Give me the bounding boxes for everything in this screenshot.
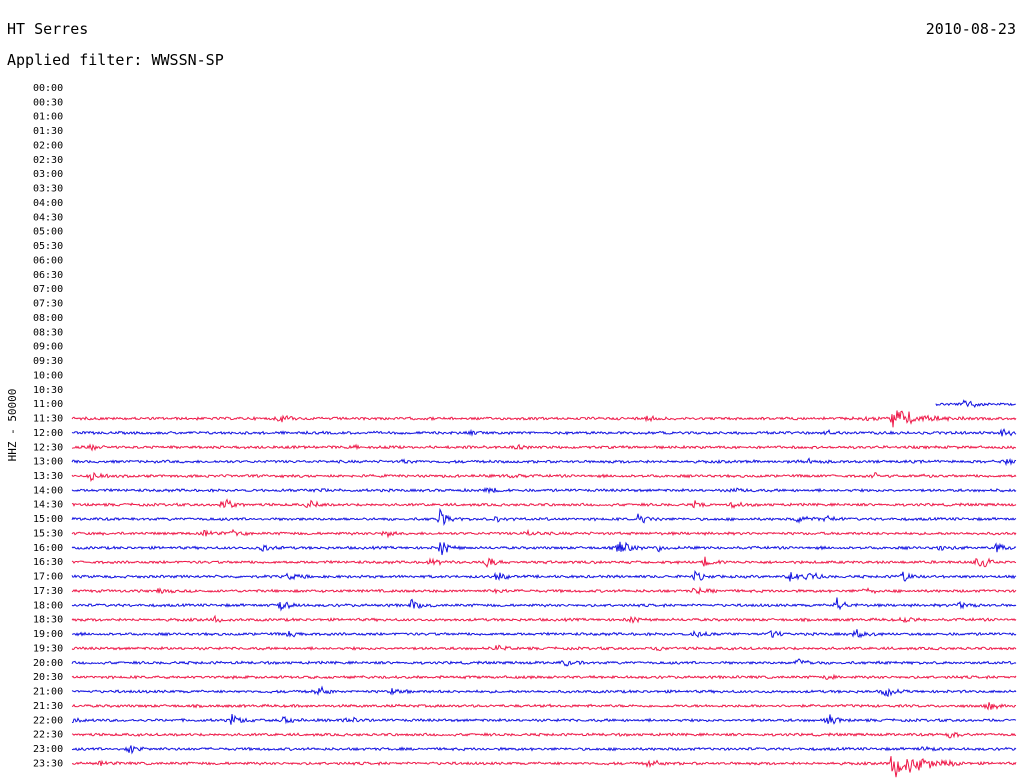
- trace-1400: [71, 486, 1017, 495]
- trace-2130: [71, 702, 1017, 711]
- trace-1530: [71, 528, 1017, 539]
- record-date: 2010-08-23: [925, 20, 1016, 38]
- trace-1930: [71, 644, 1017, 652]
- row-label-2130: 21:30: [33, 701, 63, 712]
- trace-1630: [71, 556, 1017, 569]
- row-label-1530: 15:30: [33, 528, 63, 539]
- trace-1500: [71, 507, 1017, 527]
- row-label-0530: 05:30: [33, 241, 63, 252]
- row-label-2100: 21:00: [33, 687, 63, 698]
- row-label-0700: 07:00: [33, 284, 63, 295]
- row-label-1930: 19:30: [33, 643, 63, 654]
- trace-1430: [71, 498, 1017, 509]
- row-label-2030: 20:30: [33, 672, 63, 683]
- row-label-1030: 10:30: [33, 385, 63, 396]
- row-label-0630: 06:30: [33, 270, 63, 281]
- trace-1200: [71, 428, 1017, 437]
- trace-1330: [71, 471, 1017, 483]
- row-label-0200: 02:00: [33, 140, 63, 151]
- row-label-0500: 05:00: [33, 227, 63, 238]
- row-label-0330: 03:30: [33, 184, 63, 195]
- trace-2000: [71, 658, 1017, 667]
- row-label-1430: 14:30: [33, 500, 63, 511]
- row-label-1500: 15:00: [33, 514, 63, 525]
- row-label-2000: 20:00: [33, 658, 63, 669]
- row-label-0930: 09:30: [33, 356, 63, 367]
- row-label-1130: 11:30: [33, 414, 63, 425]
- row-label-1830: 18:30: [33, 615, 63, 626]
- row-label-0830: 08:30: [33, 327, 63, 338]
- channel-label: HHZ - 50000: [6, 389, 19, 462]
- row-label-1330: 13:30: [33, 471, 63, 482]
- row-label-1000: 10:00: [33, 370, 63, 381]
- trace-2230: [71, 731, 1017, 739]
- row-label-2200: 22:00: [33, 715, 63, 726]
- row-label-0600: 06:00: [33, 255, 63, 266]
- row-label-1600: 16:00: [33, 543, 63, 554]
- trace-1130: [71, 410, 1017, 428]
- row-label-1700: 17:00: [33, 572, 63, 583]
- row-label-0300: 03:00: [33, 169, 63, 180]
- trace-1230: [71, 443, 1017, 452]
- trace-1700: [71, 569, 1017, 582]
- row-label-2330: 23:30: [33, 758, 63, 769]
- trace-1800: [71, 597, 1017, 612]
- trace-1830: [71, 614, 1017, 624]
- row-label-1400: 14:00: [33, 485, 63, 496]
- row-label-0730: 07:30: [33, 299, 63, 310]
- row-label-0800: 08:00: [33, 313, 63, 324]
- station-name: HT Serres: [7, 20, 89, 38]
- trace-2100: [71, 685, 1017, 697]
- trace-1900: [71, 629, 1017, 639]
- row-label-2230: 22:30: [33, 730, 63, 741]
- row-label-1900: 19:00: [33, 629, 63, 640]
- row-label-1630: 16:30: [33, 557, 63, 568]
- time-row-labels: 00:00 00:30 01:00 01:30 02:00 02:30 03:00 03:30…: [33, 83, 63, 769]
- row-label-1100: 11:00: [33, 399, 63, 410]
- trace-1300: [71, 457, 1017, 467]
- trace-1100: [935, 399, 1016, 409]
- row-label-0030: 00:30: [33, 97, 63, 108]
- row-label-1300: 13:00: [33, 457, 63, 468]
- row-label-0100: 01:00: [33, 112, 63, 123]
- row-label-1800: 18:00: [33, 600, 63, 611]
- trace-2330: [71, 756, 1017, 778]
- trace-1730: [71, 586, 1017, 595]
- row-label-0130: 01:30: [33, 126, 63, 137]
- row-label-0230: 02:30: [33, 155, 63, 166]
- row-label-1230: 12:30: [33, 442, 63, 453]
- row-label-1200: 12:00: [33, 428, 63, 439]
- row-label-0400: 04:00: [33, 198, 63, 209]
- trace-2200: [71, 714, 1017, 725]
- trace-1600: [71, 541, 1017, 556]
- row-label-0000: 00:00: [33, 83, 63, 94]
- row-label-2300: 23:00: [33, 744, 63, 755]
- row-label-1730: 17:30: [33, 586, 63, 597]
- trace-2030: [71, 673, 1017, 681]
- seismic-traces: [71, 399, 1017, 778]
- row-label-0430: 04:30: [33, 212, 63, 223]
- row-label-0900: 09:00: [33, 342, 63, 353]
- trace-2300: [71, 745, 1017, 755]
- applied-filter: Applied filter: WWSSN-SP: [7, 51, 224, 69]
